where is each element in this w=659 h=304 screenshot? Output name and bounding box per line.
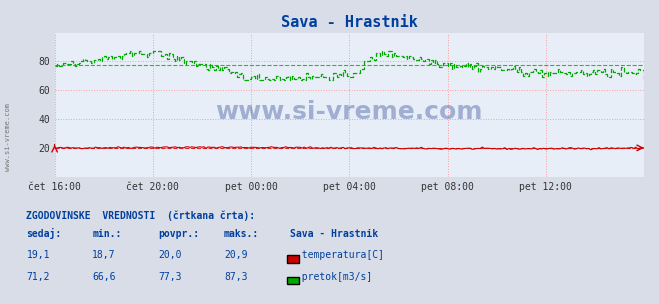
Text: www.si-vreme.com: www.si-vreme.com: [215, 100, 483, 124]
Text: ZGODOVINSKE  VREDNOSTI  (črtkana črta):: ZGODOVINSKE VREDNOSTI (črtkana črta):: [26, 210, 256, 221]
Text: temperatura[C]: temperatura[C]: [290, 250, 384, 261]
Text: 18,7: 18,7: [92, 250, 116, 261]
Text: 20,0: 20,0: [158, 250, 182, 261]
Text: 66,6: 66,6: [92, 272, 116, 282]
Text: www.si-vreme.com: www.si-vreme.com: [5, 103, 11, 171]
Text: 87,3: 87,3: [224, 272, 248, 282]
Title: Sava - Hrastnik: Sava - Hrastnik: [281, 15, 418, 30]
Text: pretok[m3/s]: pretok[m3/s]: [290, 272, 372, 282]
Text: 71,2: 71,2: [26, 272, 50, 282]
Text: maks.:: maks.:: [224, 229, 259, 239]
Text: min.:: min.:: [92, 229, 122, 239]
Text: Sava - Hrastnik: Sava - Hrastnik: [290, 229, 378, 239]
Text: povpr.:: povpr.:: [158, 229, 199, 239]
Text: 19,1: 19,1: [26, 250, 50, 261]
Text: 77,3: 77,3: [158, 272, 182, 282]
Text: 20,9: 20,9: [224, 250, 248, 261]
Text: sedaj:: sedaj:: [26, 228, 61, 239]
